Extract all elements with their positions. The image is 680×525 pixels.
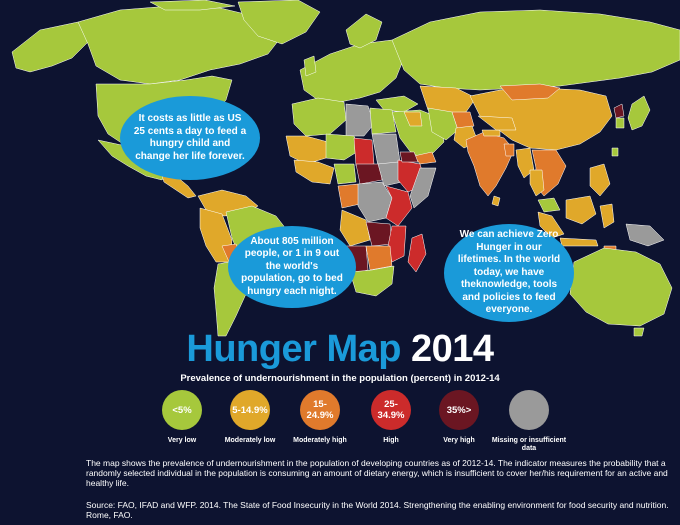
region-madagascar (407, 233, 427, 273)
region-south-africa (349, 265, 395, 297)
region-thailand (529, 169, 545, 197)
info-bubble-zero-hunger: We can achieve Zero Hunger in our lifeti… (444, 224, 574, 322)
region-bangladesh (503, 143, 515, 157)
legend-swatch-very-high: 35%> (439, 390, 479, 430)
info-bubble-cost-text: It costs as little as US 25 cents a day … (133, 113, 247, 162)
legend-range-very-high: 35%> (446, 404, 472, 416)
legend-label-missing: Missing or insufficient data (491, 437, 567, 452)
legend-item-very-high: 35%> Very high (419, 390, 499, 445)
region-borneo (565, 195, 597, 225)
region-uk (303, 55, 317, 77)
region-zambia (365, 221, 393, 247)
region-libya (345, 103, 375, 137)
legend-item-missing: Missing or insufficient data (489, 390, 569, 452)
region-turkey (375, 95, 419, 113)
region-alaska (11, 21, 91, 73)
page-title: Hunger Map 2014 (0, 328, 680, 371)
region-afghanistan (451, 111, 475, 131)
source-citation: Source: FAO, IFAD and WFP. 2014. The Sta… (86, 500, 669, 521)
region-mongolia (499, 83, 561, 101)
region-sri-lanka (491, 195, 501, 207)
region-india (465, 131, 515, 197)
region-sudan (371, 133, 401, 167)
legend-item-very-low: <5% Very low (142, 390, 222, 445)
legend-swatch-very-low: <5% (162, 390, 202, 430)
region-iraq (403, 111, 423, 127)
region-japan (627, 95, 651, 131)
info-bubble-zero-hunger-text: We can achieve Zero Hunger in our lifeti… (457, 229, 561, 316)
region-tasmania (633, 327, 645, 337)
title-main: Hunger Map (186, 328, 401, 370)
region-nigeria (333, 163, 357, 185)
info-bubble-hungry-people-text: About 805 million people, or 1 in 9 out … (241, 235, 343, 297)
region-scandinavia (345, 13, 383, 49)
info-bubble-cost: It costs as little as US 25 cents a day … (120, 96, 260, 180)
region-russia (391, 9, 680, 91)
region-nepal (481, 129, 501, 137)
region-mali-niger (325, 133, 361, 161)
region-arctic-islands (149, 0, 236, 11)
region-korea-south (615, 117, 625, 129)
region-korea-north (613, 103, 625, 119)
legend-range-moderately-low: 5-14.9% (232, 404, 268, 416)
region-egypt (369, 107, 397, 135)
region-sahel-west (285, 135, 329, 165)
region-angola (339, 209, 371, 247)
legend-range-very-low: <5% (172, 404, 192, 416)
legend-swatch-missing (509, 390, 549, 430)
legend-title: Prevalence of undernourishment in the po… (180, 373, 500, 384)
region-eritrea (399, 151, 419, 163)
title-year: 2014 (411, 328, 494, 370)
region-gabon-congo (337, 183, 361, 209)
region-east-africa (385, 185, 413, 227)
legend-label-moderately-high: Moderately high (293, 437, 347, 444)
map-description: The map shows the prevalence of undernou… (86, 458, 668, 489)
region-philippines (589, 163, 611, 197)
legend-label-very-low: Very low (167, 437, 197, 444)
region-java (559, 237, 599, 247)
region-north-africa-west (291, 97, 347, 137)
region-iran (427, 107, 459, 141)
legend-swatch-high: 25-34.9% (371, 390, 411, 430)
region-somalia (409, 167, 437, 209)
region-central-african-republic (355, 163, 383, 185)
region-papua (625, 223, 665, 247)
region-tibet (477, 115, 517, 131)
region-australia (569, 247, 673, 327)
legend-swatch-moderately-low: 5-14.9% (230, 390, 270, 430)
legend-swatch-moderately-high: 15-24.9% (300, 390, 340, 430)
legend-range-high: 25-34.9% (377, 399, 405, 421)
legend-item-moderately-high: 15-24.9% Moderately high (280, 390, 360, 445)
region-sumatra (537, 211, 565, 239)
legend-label-moderately-low: Moderately low (224, 437, 276, 444)
region-sulawesi (599, 203, 615, 229)
region-botswana-zimbabwe (365, 245, 393, 271)
legend-label-very-high: Very high (443, 437, 475, 444)
region-malaysia (537, 197, 561, 213)
legend-label-high: High (383, 437, 399, 444)
region-mozambique (387, 225, 407, 263)
legend-range-moderately-high: 15-24.9% (306, 399, 334, 421)
region-west-africa-coast (293, 159, 335, 185)
info-bubble-hungry-people: About 805 million people, or 1 in 9 out … (228, 226, 356, 308)
region-myanmar (515, 147, 535, 179)
legend-item-moderately-low: 5-14.9% Moderately low (210, 390, 290, 445)
region-chad (353, 137, 375, 167)
region-taiwan (611, 147, 619, 157)
legend-item-high: 25-34.9% High (351, 390, 431, 445)
region-greenland (237, 0, 321, 45)
